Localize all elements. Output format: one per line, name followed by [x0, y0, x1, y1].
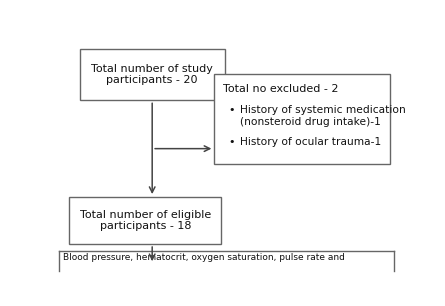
- Text: Total no excluded - 2: Total no excluded - 2: [223, 84, 338, 94]
- Text: History of ocular trauma-1: History of ocular trauma-1: [240, 137, 381, 147]
- Text: •: •: [228, 137, 235, 147]
- Text: History of systemic medication
(nonsteroid drug intake)-1: History of systemic medication (nonstero…: [240, 105, 406, 127]
- FancyBboxPatch shape: [69, 197, 221, 244]
- Text: •: •: [228, 105, 235, 115]
- FancyBboxPatch shape: [80, 48, 225, 100]
- Text: Blood pressure, hematocrit, oxygen saturation, pulse rate and: Blood pressure, hematocrit, oxygen satur…: [62, 253, 344, 263]
- Text: Total number of study
participants - 20: Total number of study participants - 20: [91, 64, 213, 85]
- FancyBboxPatch shape: [214, 74, 390, 164]
- Text: Total number of eligible
participants - 18: Total number of eligible participants - …: [80, 210, 211, 231]
